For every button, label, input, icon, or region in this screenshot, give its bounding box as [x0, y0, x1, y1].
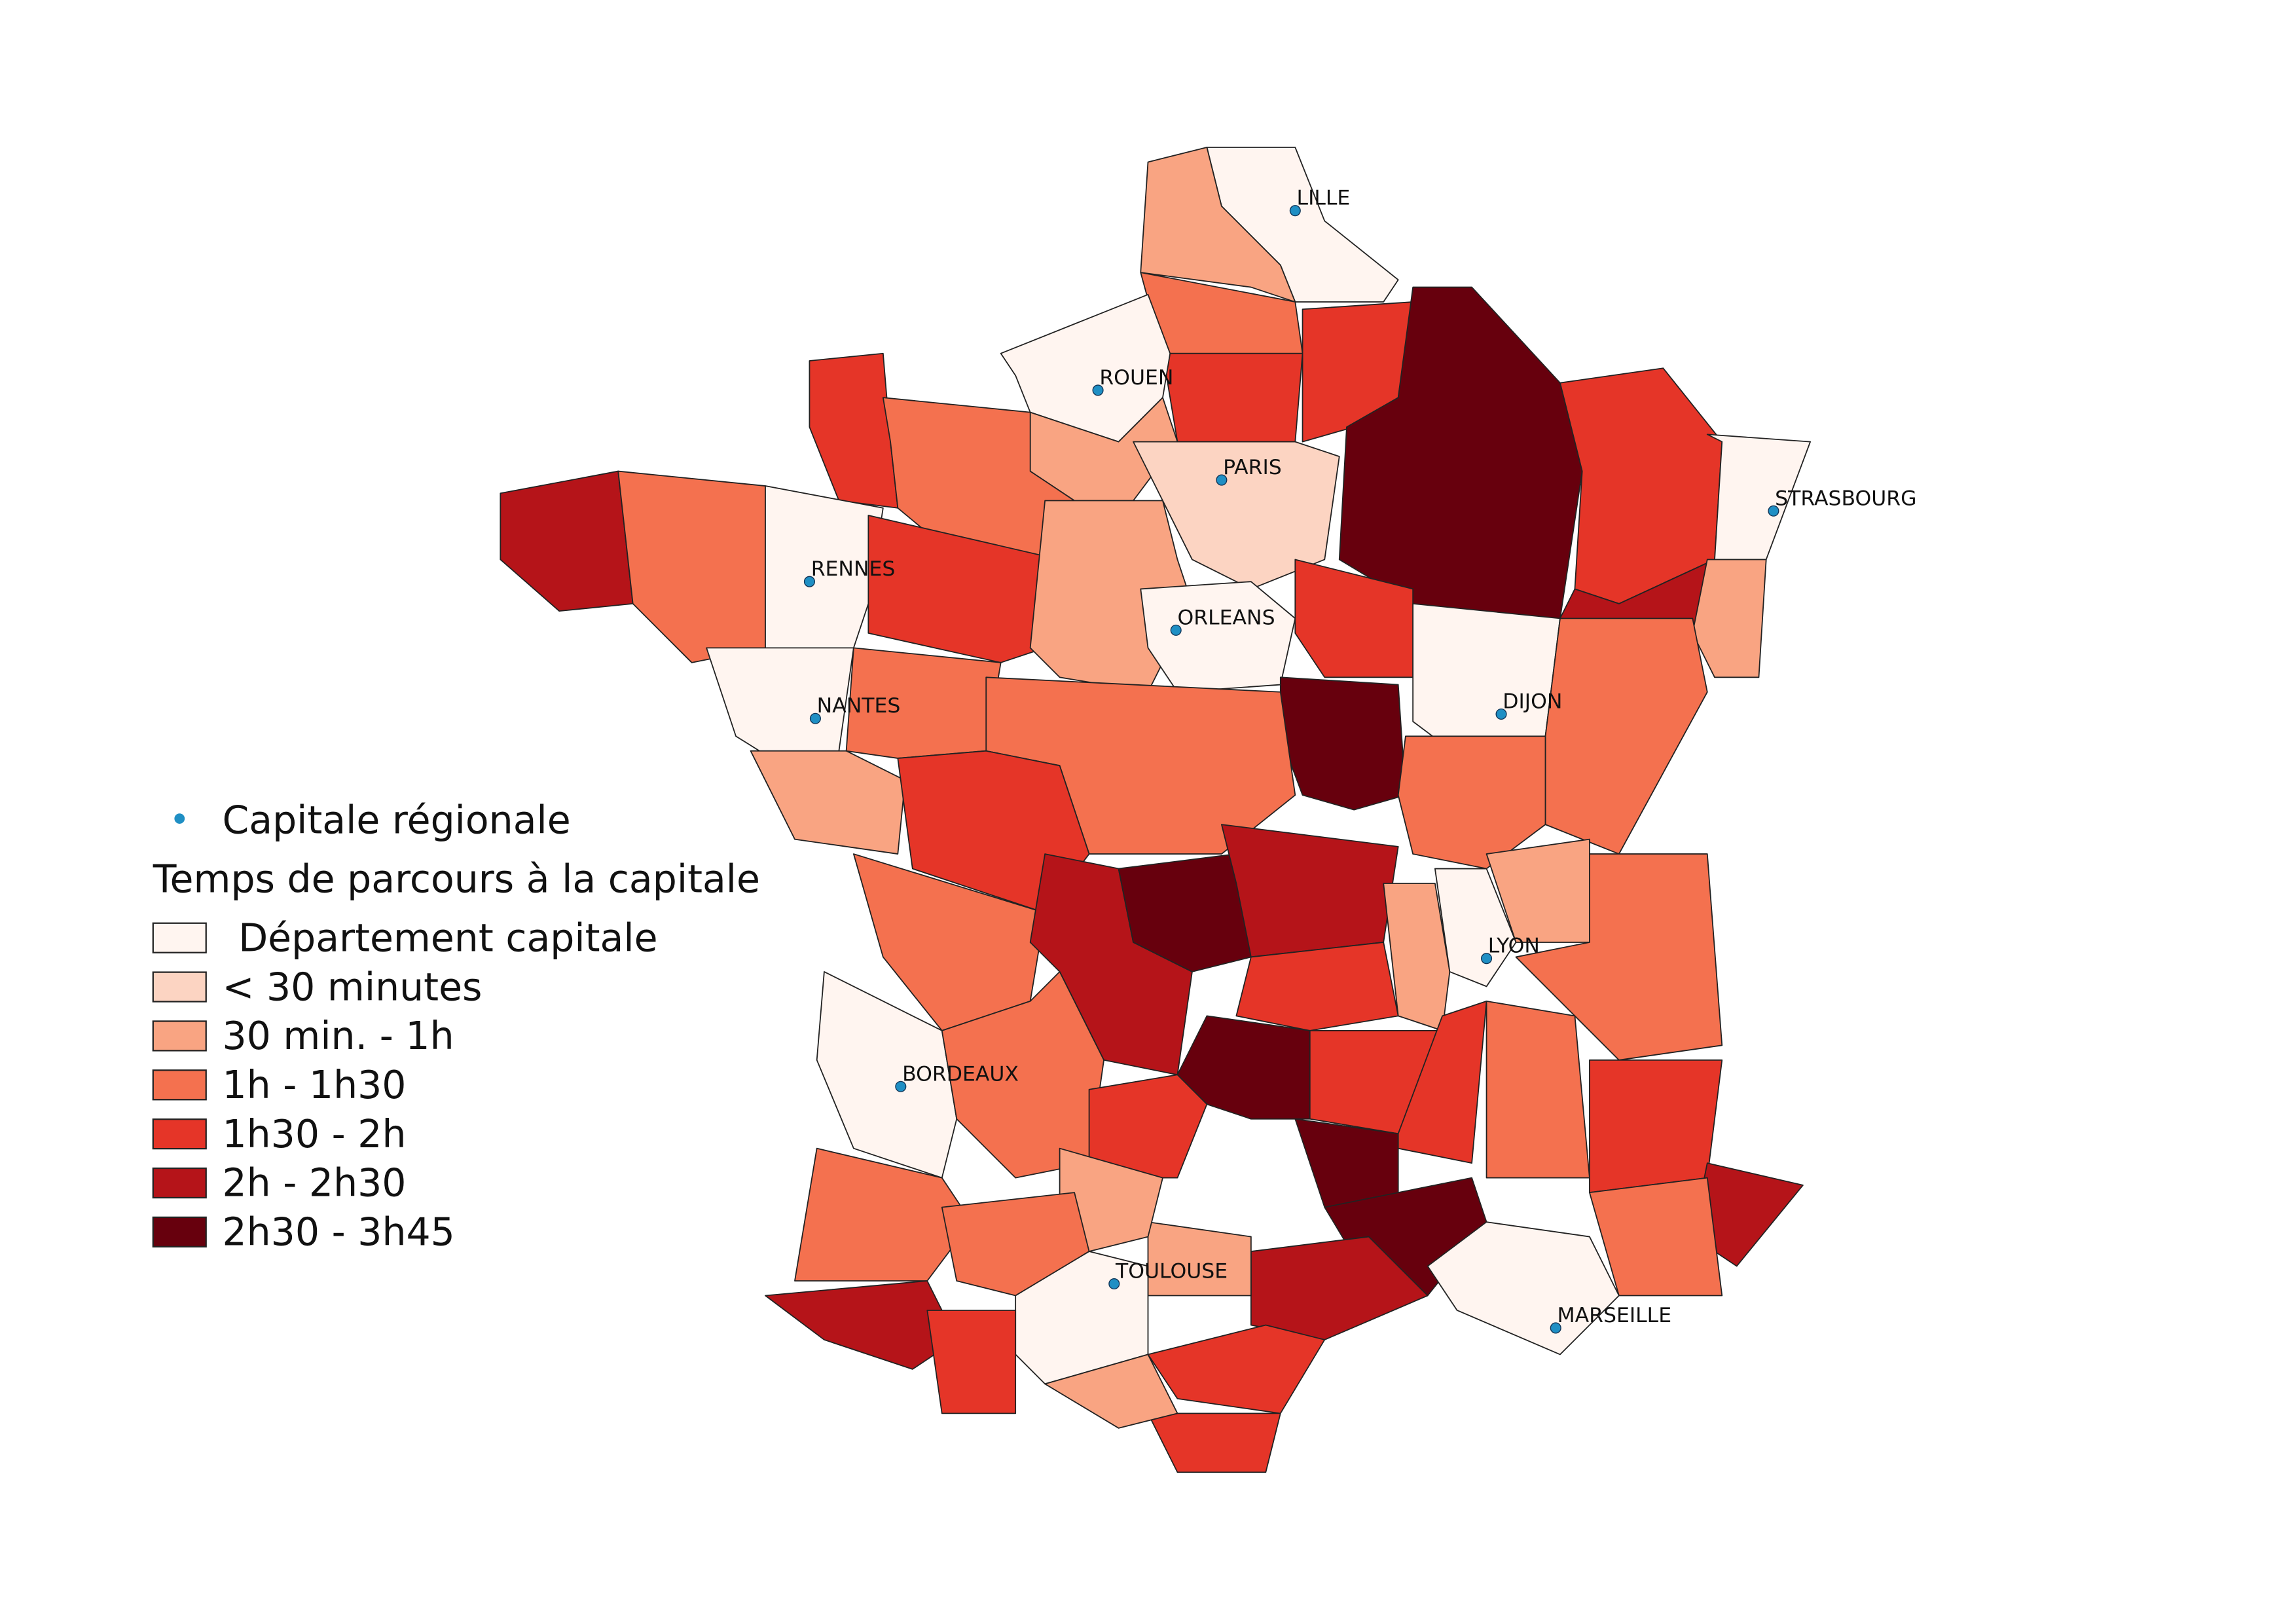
- department: [1147, 1324, 1326, 1414]
- city-label: PARIS: [1223, 456, 1282, 479]
- department: [1294, 559, 1414, 678]
- city-label: MARSEILLE: [1557, 1304, 1671, 1327]
- department: [1118, 853, 1252, 972]
- department: [1383, 883, 1451, 1031]
- city-label: LYON: [1488, 934, 1540, 958]
- city-dot: [895, 1080, 907, 1092]
- department: [809, 352, 899, 509]
- department: [1140, 581, 1296, 693]
- legend-swatch: [152, 1069, 207, 1101]
- city-dot: [1092, 384, 1104, 396]
- city-dot: [803, 576, 815, 587]
- legend-title: Temps de parcours à la capitale: [153, 857, 760, 902]
- legend-swatch: [152, 922, 207, 953]
- department: [1279, 676, 1406, 811]
- city-label: NANTES: [817, 694, 901, 718]
- city-label: LILLE: [1297, 187, 1351, 210]
- department: [750, 750, 906, 855]
- legend-label: < 30 minutes: [222, 965, 482, 1009]
- city-dot: [1289, 205, 1301, 217]
- legend-swatch: [152, 1118, 207, 1150]
- department: [1044, 1354, 1178, 1429]
- legend-label: 1h - 1h30: [222, 1063, 406, 1107]
- legend-label: 1h30 - 2h: [222, 1112, 406, 1156]
- department: [1397, 1000, 1487, 1164]
- city-label: DIJON: [1503, 690, 1562, 714]
- legend-swatch: [152, 1167, 207, 1199]
- city-label: ROUEN: [1099, 366, 1173, 390]
- legend-label: 2h30 - 3h45: [222, 1210, 454, 1255]
- department: [1485, 1000, 1590, 1179]
- legend-label: Département capitale: [238, 915, 657, 960]
- city-label: TOULOUSE: [1115, 1260, 1228, 1283]
- legend-dot: [174, 813, 185, 824]
- legend-swatch: [152, 971, 207, 1003]
- department: [765, 485, 884, 649]
- cities: LILLE ROUEN PARIS STRASBOURG RENNES ORLEANS NA…: [803, 187, 1917, 1334]
- legend-swatch: [152, 1020, 207, 1052]
- department: [1589, 1177, 1723, 1297]
- department: [1147, 1221, 1252, 1297]
- city-dot: [1108, 1278, 1120, 1290]
- city-dot: [1550, 1322, 1561, 1334]
- legend: Capitale régionale Temps de parcours à la…: [152, 798, 760, 1255]
- legend-label: 30 min. - 1h: [222, 1014, 454, 1058]
- department: [1147, 1412, 1281, 1473]
- city-dot: [1481, 953, 1493, 965]
- department: [1133, 441, 1340, 590]
- city-label: STRASBOURG: [1775, 487, 1916, 510]
- department: [926, 1310, 1017, 1414]
- department: [1692, 559, 1767, 678]
- department: [1294, 1118, 1399, 1208]
- department: [1221, 824, 1399, 958]
- department: [1434, 868, 1517, 987]
- city-dot: [1495, 708, 1507, 720]
- legend-point-label: Capitale régionale: [222, 798, 570, 843]
- department: [897, 750, 1090, 913]
- city-label: ORLEANS: [1177, 606, 1275, 629]
- departments: [500, 147, 1812, 1473]
- city-label: RENNES: [811, 557, 896, 581]
- department: [765, 1280, 958, 1370]
- department: [1544, 618, 1708, 855]
- city-label: BORDEAUX: [902, 1062, 1019, 1086]
- city-dot: [1170, 624, 1182, 636]
- department: [617, 470, 766, 663]
- department: [1235, 942, 1399, 1031]
- department: [867, 515, 1061, 663]
- department: [1589, 1059, 1723, 1194]
- legend-label: 2h - 2h30: [222, 1161, 406, 1206]
- department: [1427, 1221, 1620, 1356]
- department: [500, 470, 634, 612]
- legend-swatch: [152, 1216, 207, 1247]
- department: [1162, 352, 1303, 443]
- department: [1250, 1236, 1429, 1340]
- department: [1140, 147, 1296, 303]
- city-dot: [1768, 505, 1779, 517]
- department: [1515, 853, 1723, 1061]
- city-dot: [809, 712, 821, 724]
- city-dot: [1216, 474, 1228, 486]
- department: [794, 1147, 972, 1282]
